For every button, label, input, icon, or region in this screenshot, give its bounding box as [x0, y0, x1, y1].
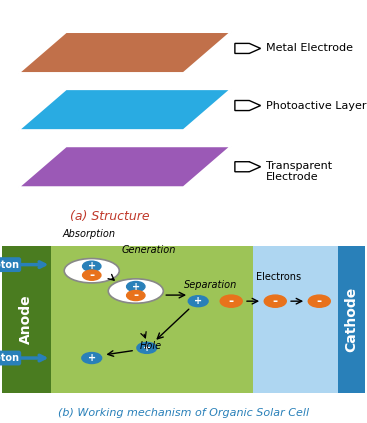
Text: Photon: Photon — [0, 260, 19, 269]
Text: Electrons: Electrons — [257, 272, 301, 282]
Circle shape — [264, 295, 286, 307]
Text: Transparent
Electrode: Transparent Electrode — [266, 160, 332, 182]
Text: +: + — [194, 296, 202, 306]
Text: +: + — [132, 282, 140, 291]
Text: Photoactive Layer: Photoactive Layer — [266, 101, 367, 110]
Bar — [338, 246, 365, 393]
Text: -: - — [317, 295, 322, 308]
Text: Absorption: Absorption — [62, 229, 115, 239]
Text: (b) Working mechanism of Organic Solar Cell: (b) Working mechanism of Organic Solar C… — [58, 408, 309, 418]
Text: Separation: Separation — [184, 280, 237, 290]
Ellipse shape — [108, 279, 163, 303]
Text: Cathode: Cathode — [344, 287, 358, 352]
Bar — [2, 246, 51, 393]
Circle shape — [83, 270, 101, 280]
Polygon shape — [235, 43, 261, 54]
Text: Anode: Anode — [19, 295, 33, 344]
Text: Metal Electrode: Metal Electrode — [266, 44, 353, 53]
Polygon shape — [235, 162, 261, 172]
Bar — [253, 246, 338, 393]
Text: -: - — [229, 295, 234, 308]
Polygon shape — [18, 32, 231, 73]
Text: +: + — [88, 261, 96, 271]
Circle shape — [83, 261, 101, 271]
Text: Hole: Hole — [139, 341, 161, 351]
Ellipse shape — [64, 258, 119, 283]
Circle shape — [127, 281, 145, 291]
Circle shape — [188, 296, 208, 307]
Text: -: - — [273, 295, 278, 308]
Text: +: + — [143, 343, 151, 353]
Circle shape — [127, 291, 145, 301]
Circle shape — [137, 342, 157, 353]
Circle shape — [308, 295, 330, 307]
Circle shape — [220, 295, 242, 307]
Polygon shape — [235, 100, 261, 111]
Text: Generation: Generation — [121, 245, 175, 255]
Polygon shape — [18, 146, 231, 187]
Circle shape — [82, 352, 102, 363]
Text: Photon: Photon — [0, 353, 19, 363]
Text: +: + — [88, 353, 96, 363]
Polygon shape — [18, 89, 231, 130]
Text: -: - — [89, 269, 94, 282]
Bar — [51, 246, 253, 393]
Text: (a) Structure: (a) Structure — [70, 211, 150, 223]
Text: -: - — [133, 289, 138, 302]
